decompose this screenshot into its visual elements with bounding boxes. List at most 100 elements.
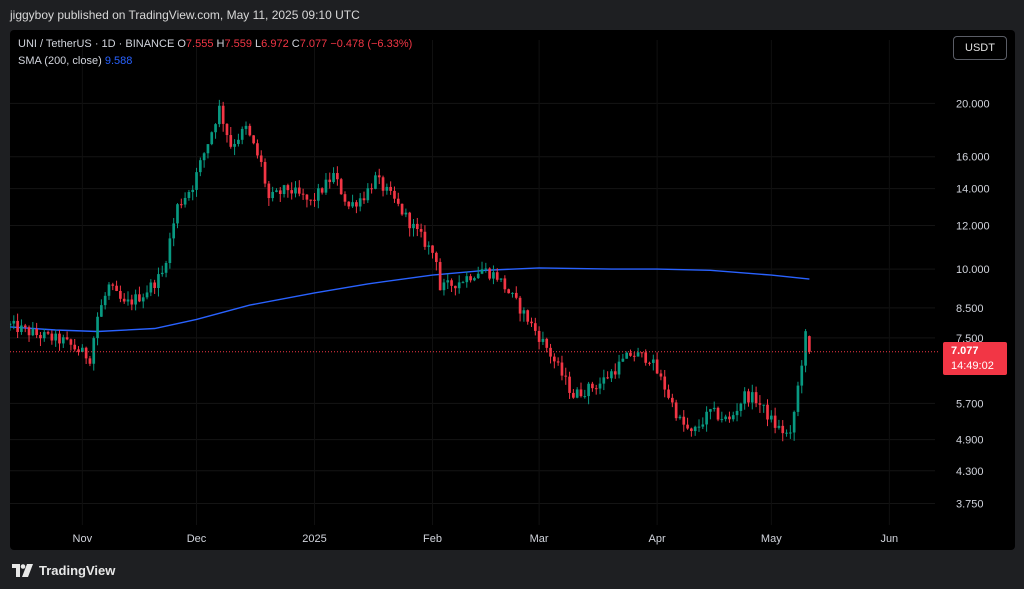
candle-body: [781, 425, 785, 434]
candle-body: [724, 416, 727, 420]
candle-body: [758, 403, 762, 405]
candle-body: [320, 188, 324, 193]
candle-body: [23, 325, 27, 328]
last-price-tag: 7.077 14:49:02: [943, 342, 1007, 375]
candle-body: [503, 278, 507, 290]
tradingview-logo-text: TradingView: [39, 563, 116, 578]
candle-body: [469, 276, 472, 281]
candle-body: [65, 337, 69, 340]
chart-panel[interactable]: 20.000 16.000 14.000 12.000 10.000 8.500 7.500…: [10, 30, 1015, 550]
candle-body: [389, 186, 392, 191]
candle-body: [374, 175, 377, 189]
candle-body: [530, 321, 533, 324]
price-chart[interactable]: 20.000 16.000 14.000 12.000 10.000 8.500 7.500…: [10, 30, 1015, 550]
candle-body: [221, 105, 225, 124]
y-tick-label: 10.000: [956, 264, 990, 276]
candle-body: [122, 298, 126, 302]
candle-body: [693, 426, 697, 432]
candle-body: [606, 377, 609, 379]
candle-body: [16, 320, 19, 333]
candle-body: [218, 105, 221, 125]
candle-body: [484, 268, 488, 270]
candle-body: [153, 282, 156, 288]
candle-body: [556, 361, 560, 363]
candle-body: [777, 425, 781, 428]
candle-body: [545, 338, 549, 348]
candle-body: [636, 352, 640, 357]
candle-body: [138, 294, 141, 302]
candle-body: [541, 338, 545, 342]
candle-body: [568, 376, 571, 393]
candle-body: [769, 415, 773, 420]
candle-body: [488, 268, 491, 279]
x-tick-label: Nov: [73, 533, 93, 545]
ohlc-row: UNI / TetherUS · 1D · BINANCE O7.555 H7.…: [18, 38, 413, 50]
x-tick-label: Jun: [880, 533, 898, 545]
candle-body: [427, 245, 431, 247]
candle-body: [50, 333, 54, 341]
candle-body: [77, 349, 80, 353]
candle-body: [709, 409, 712, 412]
chart-legend: UNI / TetherUS · 1D · BINANCE O7.555 H7.…: [18, 36, 412, 70]
candle-body: [800, 365, 804, 386]
symbol-label[interactable]: UNI / TetherUS · 1D · BINANCE: [18, 38, 175, 50]
candle-body: [412, 223, 415, 229]
candle-body: [290, 190, 294, 194]
candle-body: [385, 186, 389, 191]
published-byline: jiggyboy published on TradingView.com, M…: [10, 8, 360, 22]
candle-body: [240, 128, 244, 140]
open-value: 7.555: [185, 38, 214, 50]
candle-body: [111, 284, 115, 286]
candle-body: [690, 428, 693, 432]
high-value: 7.559: [224, 38, 252, 50]
candle-body: [655, 359, 659, 374]
candle-body: [476, 273, 480, 279]
candle-body: [191, 189, 195, 193]
x-tick-label: Feb: [423, 533, 442, 545]
candle-body: [465, 276, 469, 283]
candle-body: [495, 272, 499, 280]
low-value: 6.972: [261, 38, 289, 50]
candle-body: [663, 376, 667, 390]
candle-body: [789, 432, 792, 434]
candle-body: [317, 188, 320, 201]
sma-label[interactable]: SMA (200, close): [18, 55, 102, 67]
candle-body: [294, 187, 297, 194]
candle-body: [324, 179, 328, 193]
candle-body: [549, 347, 552, 357]
candle-body: [233, 143, 236, 147]
candle-body: [187, 192, 191, 198]
x-tick-label: Mar: [530, 533, 549, 545]
tradingview-logo-icon: [12, 564, 33, 577]
candle-body: [621, 358, 625, 362]
header-bar: jiggyboy published on TradingView.com, M…: [0, 0, 1024, 30]
candle-body: [796, 385, 800, 412]
candle-body: [579, 389, 583, 397]
candle-body: [149, 282, 153, 293]
candle-body: [381, 177, 385, 191]
candle-body: [278, 190, 282, 195]
candle-body: [526, 310, 530, 322]
y-tick-label: 8.500: [956, 303, 984, 315]
candle-body: [141, 297, 145, 302]
candle-body: [644, 352, 648, 363]
candle-body: [564, 375, 568, 377]
currency-button[interactable]: USDT: [953, 36, 1007, 60]
x-tick-label: May: [761, 533, 782, 545]
candle-body: [404, 212, 408, 215]
candle-body: [12, 320, 16, 324]
candle-body: [229, 135, 233, 147]
candle-body: [20, 325, 23, 333]
y-tick-label: 4.300: [956, 466, 984, 478]
candle-body: [651, 359, 655, 363]
candle-body: [100, 305, 103, 317]
candle-body: [214, 124, 217, 133]
candle-body: [259, 155, 263, 162]
candle-body: [507, 289, 510, 294]
candle-body: [610, 371, 613, 379]
candle-body: [671, 397, 674, 403]
y-tick-label: 7.500: [956, 333, 984, 345]
candle-body: [804, 331, 807, 366]
candle-body: [202, 153, 206, 161]
tradingview-logo[interactable]: TradingView: [12, 563, 115, 578]
